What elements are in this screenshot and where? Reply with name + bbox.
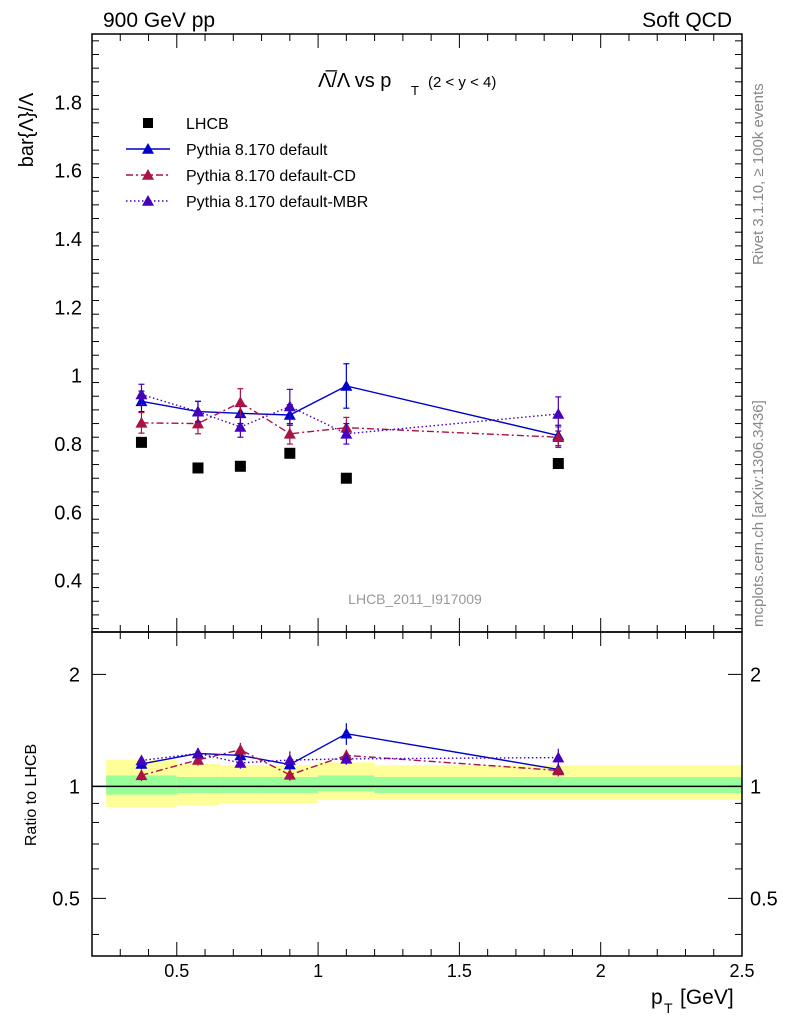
- legend-marker-data: [143, 118, 153, 128]
- data-point: [234, 460, 246, 472]
- ratio-y-tick-label: 0.5: [52, 888, 80, 910]
- ratio-point: [234, 756, 247, 768]
- ratio-band-inner: [219, 776, 262, 793]
- ratio-band-inner: [106, 775, 177, 795]
- y-tick-label: 1: [71, 366, 82, 388]
- mcplots-label: mcplots.cern.ch [arXiv:1306.3436]: [750, 400, 767, 627]
- ratio-point: [191, 747, 204, 759]
- main-plot: 0.4 0.6 0.8 1 1.2 1.4 1.6 1.8: [54, 33, 743, 956]
- title-main: Λ̅/Λ vs p: [318, 69, 391, 92]
- x-tick-label: 2.5: [729, 961, 754, 981]
- ratio-band-inner: [261, 776, 319, 793]
- ratio-plot: 0.5 1 1.5 2 2.5 0.5 0.5 1 1 2 2: [52, 631, 778, 981]
- title-sub: T: [411, 83, 419, 98]
- series-line: [141, 393, 559, 435]
- legend-label: Pythia 8.170 default-MBR: [186, 194, 368, 211]
- ratio-frame: [91, 631, 743, 957]
- ratio-point: [552, 764, 565, 776]
- x-label-unit: [GeV]: [680, 986, 734, 1009]
- y-tick-label: 0.8: [54, 434, 82, 456]
- series-point: [135, 388, 148, 400]
- ratio-y-tick-label-right: 0.5: [750, 888, 778, 910]
- header-right: Soft QCD: [642, 9, 732, 32]
- ratio-point: [135, 754, 148, 766]
- title-range: (2 < y < 4): [428, 74, 496, 91]
- analysis-id: LHCB_2011_I917009: [348, 591, 482, 607]
- y-axis-label: bar{Λ}/Λ: [16, 92, 38, 167]
- x-axis-label: p T [GeV]: [651, 986, 734, 1016]
- data-point: [284, 447, 296, 459]
- x-tick-label: 1: [313, 961, 323, 981]
- x-tick-label: 1.5: [447, 961, 472, 981]
- y-tick-label: 0.6: [54, 502, 82, 524]
- ratio-band-inner: [374, 776, 742, 793]
- legend-marker: [142, 143, 154, 154]
- series-point: [191, 417, 204, 429]
- series-point: [340, 427, 353, 439]
- ratio-point: [340, 727, 353, 739]
- series-line: [141, 401, 559, 438]
- series-point: [234, 396, 247, 408]
- ratio-y-tick-label: 2: [69, 664, 80, 686]
- ratio-y-tick-label-right: 1: [750, 776, 761, 798]
- series-1: [135, 388, 565, 449]
- data-point: [340, 472, 352, 484]
- data-point: [192, 462, 204, 474]
- ratio-point: [283, 754, 296, 765]
- ratio-point: [283, 768, 296, 780]
- ratio-point: [135, 769, 148, 781]
- y-tick-label: 1.4: [54, 229, 82, 251]
- header-left: 900 GeV pp: [103, 9, 215, 32]
- ratio-point: [234, 743, 247, 755]
- ratio-y-axis-label: Ratio to LHCB: [23, 744, 40, 846]
- series-2: [135, 383, 565, 445]
- ratio-band-inner: [176, 776, 220, 793]
- series-point: [552, 431, 565, 443]
- y-tick-label: 0.4: [54, 571, 82, 593]
- y-tick-label: 1.8: [54, 92, 82, 114]
- x-tick-label: 2: [596, 961, 606, 981]
- data-point: [135, 436, 147, 448]
- legend-label: Pythia 8.170 default: [186, 142, 328, 159]
- ratio-series-line: [141, 749, 559, 777]
- ratio-point: [552, 751, 565, 763]
- ratio-series-2: [135, 747, 565, 770]
- ratio-series-line: [141, 732, 559, 771]
- y-tick-label: 1.6: [54, 161, 82, 183]
- x-label-sub: T: [664, 1000, 673, 1016]
- series-point: [552, 407, 565, 419]
- x-label-main: p: [651, 986, 663, 1009]
- ratio-point: [191, 753, 204, 765]
- ratio-band-inner: [318, 775, 375, 792]
- series-point: [283, 400, 296, 412]
- series-point: [340, 379, 353, 391]
- legend: LHCB Pythia 8.170 default Pythia 8.170 def…: [126, 116, 368, 211]
- series-point: [191, 405, 204, 417]
- x-tick-label: 0.5: [164, 961, 189, 981]
- legend-marker: [142, 195, 154, 206]
- rivet-label: Rivet 3.1.10, ≥ 100k events: [750, 83, 767, 265]
- series-point: [283, 427, 296, 439]
- ratio-point: [340, 752, 353, 764]
- y-tick-label: 1.2: [54, 297, 82, 319]
- chart-title: Λ̅/Λ vs p T (2 < y < 4): [318, 69, 496, 98]
- series-point: [234, 420, 247, 432]
- ratio-y-tick-label: 1: [69, 776, 80, 798]
- ratio-y-tick-label-right: 2: [750, 664, 761, 686]
- ratio-series-line: [141, 752, 559, 764]
- legend-label: Pythia 8.170 default-CD: [186, 168, 356, 185]
- series-line: [141, 385, 559, 437]
- legend-label-data: LHCB: [186, 116, 229, 133]
- legend-marker: [142, 169, 154, 180]
- data-point: [552, 458, 564, 470]
- series-point: [135, 416, 148, 428]
